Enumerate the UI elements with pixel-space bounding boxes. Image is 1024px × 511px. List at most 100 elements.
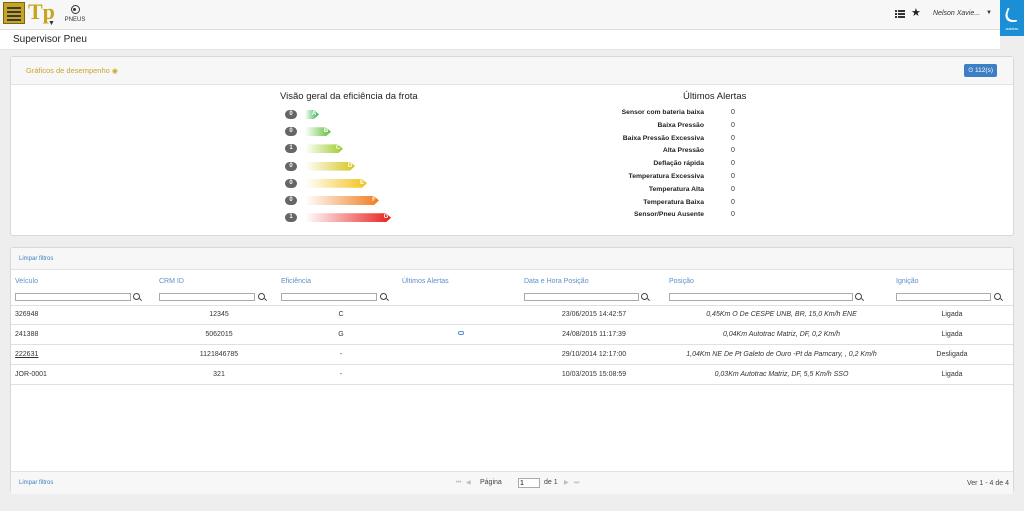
grid-toolbar: Limpar filtros [11,248,1013,270]
clear-filters-link[interactable]: Limpar filtros [19,256,54,262]
cell-crm-id: 1121846785 [199,351,239,358]
app-logo[interactable]: Tp ▼ [3,0,55,28]
first-page-icon[interactable]: ⏮ [456,480,462,486]
efficiency-grade: A [311,111,317,117]
efficiency-bar: F [305,196,379,205]
search-icon[interactable] [380,293,387,300]
efficiency-grade: C [335,145,341,152]
efficiency-grade: G [383,214,389,221]
alert-row: Baixa Pressão 0 [560,122,740,132]
cloud-icon[interactable] [458,331,464,335]
table-row[interactable]: 326948 12345 C 23/06/2015 14:42:57 0,45Km O … [11,305,1013,325]
cell-eficiencia: - [339,371,343,378]
page-label: Página [480,479,502,486]
search-icon[interactable] [855,293,862,300]
efficiency-bar: D [305,162,355,171]
column-header-data-hora[interactable]: Data e Hora Posição [524,278,589,285]
column-header-crm-id[interactable]: CRM ID [159,278,184,285]
efficiency-bar: G [305,213,391,222]
efficiency-grade: D [347,162,353,169]
alert-value: 0 [731,211,735,219]
efficiency-count: 0 [285,178,297,188]
efficiency-grade: E [359,179,364,186]
next-page-icon[interactable]: ▶ [564,480,569,486]
page-number-input[interactable] [518,478,540,488]
alert-value: 0 [731,147,735,155]
column-header-veiculo[interactable]: Veículo [15,278,38,285]
alert-row: Temperatura Baixa 0 [560,199,740,209]
filter-crm-id-input[interactable] [159,293,255,301]
filter-eficiencia-input[interactable] [281,293,377,301]
tire-icon [70,5,80,14]
prev-page-icon[interactable]: ◀ [466,480,471,486]
brand-text: autotrac [1005,27,1019,31]
column-header-ignicao[interactable]: Ignição [896,278,919,285]
cell-eficiencia: G [338,331,344,338]
divider [11,305,1013,306]
alert-row: Deflação rápida 0 [560,160,740,170]
clear-filters-link-bottom[interactable]: Limpar filtros [19,480,54,486]
alert-label: Sensor com bateria baixa [621,109,704,116]
efficiency-grade: B [323,128,329,135]
cell-eficiencia: - [339,351,343,358]
cell-veiculo: 326948 [15,311,39,318]
last-page-icon[interactable]: ⏭ [574,480,580,486]
alert-value: 0 [731,173,735,180]
performance-panel: Gráficos de desempenho ◉ ⏲ 112(s) [10,56,1014,236]
nav-pneus[interactable]: PNEUS [62,5,88,23]
refresh-timer-text: 112(s) [975,67,993,74]
filter-posicao-input[interactable] [669,293,853,301]
efficiency-count: 1 [285,144,297,154]
alert-label: Baixa Pressão [657,121,704,129]
alert-row: Temperatura Alta 0 [560,186,740,196]
column-header-ultimos-alertas[interactable]: Últimos Alertas [402,278,449,285]
alert-value: 0 [731,109,735,116]
cell-ignicao: Ligada [941,371,963,378]
performance-title[interactable]: Gráficos de desempenho ◉ [26,66,118,75]
alert-row: Temperatura Excessiva 0 [560,173,740,183]
filter-data-hora-input[interactable] [524,293,639,301]
cell-ignicao: Ligada [941,311,963,318]
cell-data-hora: 23/06/2015 14:42:57 [561,311,627,318]
search-icon[interactable] [994,293,1001,300]
efficiency-count: 0 [285,110,297,119]
table-row[interactable]: JOR-0001 321 - 10/03/2015 15:08:59 0,03Km Au… [11,365,1013,385]
search-icon[interactable] [133,293,140,300]
performance-panel-header: Gráficos de desempenho ◉ ⏲ 112(s) [11,57,1013,85]
alert-value: 0 [731,160,735,168]
alert-label: Baixa Pressão Excessiva [622,134,704,142]
cell-veiculo[interactable]: 222631 [15,351,39,358]
cell-crm-id: 5062015 [205,331,233,338]
brand-icon [1002,8,1022,22]
cell-data-hora: 29/10/2014 12:17:00 [561,351,627,358]
refresh-timer-badge[interactable]: ⏲ 112(s) [964,64,997,77]
efficiency-count: 0 [285,196,297,205]
record-count: Ver 1 - 4 de 4 [966,480,1009,487]
cell-crm-id: 12345 [209,311,229,318]
efficiency-count: 0 [285,161,297,171]
filter-veiculo-input[interactable] [15,293,131,301]
column-header-eficiencia[interactable]: Eficiência [281,278,311,285]
cell-ignicao: Ligada [941,331,963,338]
user-menu[interactable]: Nelson Xavie... [933,10,981,17]
alert-row: Baixa Pressão Excessiva 0 [560,135,740,145]
cell-veiculo: JOR-0001 [15,371,47,378]
alert-row: Sensor/Pneu Ausente 0 [560,211,740,221]
cell-ignicao: Desligada [936,351,968,358]
cell-data-hora: 10/03/2015 15:08:59 [561,371,627,378]
search-icon[interactable] [258,293,265,300]
divider [11,364,1013,365]
cell-data-hora: 24/08/2015 11:17:39 [562,331,626,338]
star-icon[interactable]: ★ [911,7,921,19]
search-icon[interactable] [641,293,648,300]
alert-value: 0 [731,185,735,193]
efficiency-bar: B [305,127,331,136]
nav-pneus-label: PNEUS [64,17,86,23]
alert-value: 0 [731,121,735,129]
column-header-posicao[interactable]: Posição [669,278,694,285]
efficiency-count: 0 [285,127,297,137]
filter-ignicao-input[interactable] [896,293,991,301]
table-row[interactable]: 222631 1121846785 - 29/10/2014 12:17:00 1,04… [11,345,1013,365]
list-icon[interactable] [895,10,905,18]
table-row[interactable]: 241388 5062015 G 24/08/2015 11:17:39 0,04Km … [11,325,1013,345]
